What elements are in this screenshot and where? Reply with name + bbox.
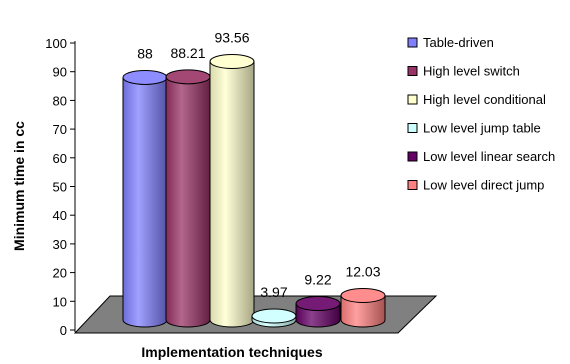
data-label-4: 3.97 (260, 284, 287, 300)
legend-swatch-4 (407, 123, 418, 133)
bar-6 (340, 294, 386, 328)
y-axis: 0 10 20 30 40 50 60 70 80 90 100 (45, 36, 76, 338)
bar-3 (209, 60, 255, 328)
data-label-1: 88 (137, 45, 153, 61)
legend-label-5: Low level linear search (423, 149, 555, 164)
legend-swatch-3 (407, 94, 418, 105)
x-axis-title: Implementation techniques (141, 344, 322, 360)
y-axis-title: Minimum time in cc (11, 121, 27, 251)
y-tick-label: 20 (53, 266, 67, 281)
y-tick-label: 80 (53, 93, 67, 108)
legend-swatch-2 (407, 66, 418, 76)
legend: Table-driven High level switch High level … (407, 35, 555, 193)
y-tick-label: 90 (53, 65, 67, 80)
y-tick-label: 10 (53, 294, 67, 309)
bar-1-top (122, 69, 168, 85)
data-label-5: 9.22 (304, 272, 331, 288)
y-tick-label: 60 (53, 151, 67, 166)
y-tick-label: 40 (53, 208, 67, 223)
bar-1 (122, 76, 168, 328)
data-labels: 88 88.21 93.56 3.97 9.22 12.03 (137, 29, 381, 300)
legend-label-1: Table-driven (423, 35, 494, 50)
bar-4-top (251, 308, 297, 324)
bar-2 (165, 76, 211, 328)
bar-3-top (209, 53, 255, 69)
bar-5-top (295, 296, 341, 312)
legend-label-4: Low level jump table (423, 121, 541, 136)
y-tick-label: 50 (53, 180, 67, 195)
data-label-3: 93.56 (214, 29, 249, 45)
bar-2-top (165, 69, 211, 85)
legend-swatch-5 (407, 151, 418, 162)
legend-label-2: High level switch (423, 64, 520, 79)
legend-swatch-1 (407, 37, 418, 48)
y-tick-label: 70 (53, 122, 67, 137)
legend-label-3: High level conditional (423, 92, 546, 107)
y-tick-label: 30 (53, 237, 67, 252)
legend-label-6: Low level direct jump (423, 178, 544, 193)
data-label-6: 12.03 (345, 263, 380, 279)
legend-swatch-6 (407, 180, 418, 190)
bar-6-top (340, 287, 386, 303)
y-tick-label: 100 (45, 36, 67, 51)
data-label-2: 88.21 (170, 45, 205, 61)
y-tick-label: 0 (60, 323, 67, 338)
bars (122, 53, 386, 328)
